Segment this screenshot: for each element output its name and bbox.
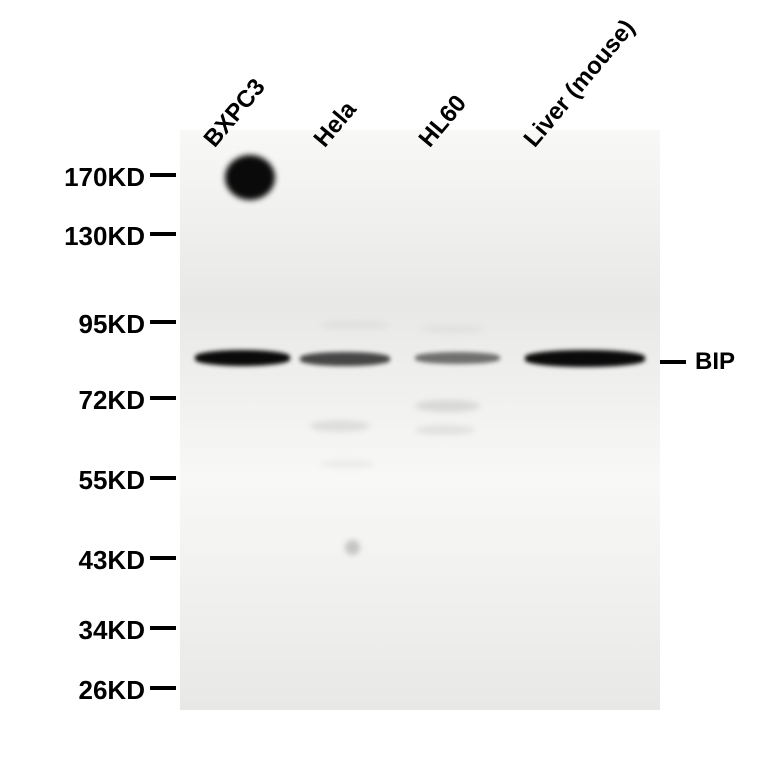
- smudge-5: [345, 540, 360, 555]
- protein-label: BIP: [695, 348, 735, 376]
- band-bxpc3: [195, 350, 290, 366]
- mw-label-7: 26KD: [79, 675, 145, 706]
- smudge-0: [310, 420, 370, 432]
- western-blot-figure: BXPC3HelaHL60Liver (mouse) 170KD130KD95K…: [0, 0, 764, 764]
- mw-tick-4: [150, 476, 176, 480]
- artifact-top-spot: [225, 155, 275, 200]
- mw-label-6: 34KD: [79, 615, 145, 646]
- smudge-1: [415, 400, 480, 412]
- mw-tick-2: [150, 320, 176, 324]
- protein-tick: [660, 360, 686, 364]
- mw-tick-6: [150, 626, 176, 630]
- smudge-3: [320, 320, 390, 330]
- band-hela: [300, 352, 390, 366]
- mw-tick-0: [150, 173, 176, 177]
- mw-tick-7: [150, 686, 176, 690]
- mw-label-5: 43KD: [79, 545, 145, 576]
- mw-tick-5: [150, 556, 176, 560]
- mw-tick-3: [150, 396, 176, 400]
- mw-label-2: 95KD: [79, 309, 145, 340]
- smudge-2: [415, 425, 475, 435]
- mw-label-4: 55KD: [79, 465, 145, 496]
- band-hl60: [415, 352, 500, 364]
- smudge-6: [320, 460, 375, 468]
- smudge-4: [420, 325, 485, 333]
- mw-label-3: 72KD: [79, 385, 145, 416]
- mw-label-0: 170KD: [64, 162, 145, 193]
- band-liver: [525, 350, 645, 367]
- blot-membrane: [180, 130, 660, 710]
- mw-tick-1: [150, 232, 176, 236]
- mw-label-1: 130KD: [64, 221, 145, 252]
